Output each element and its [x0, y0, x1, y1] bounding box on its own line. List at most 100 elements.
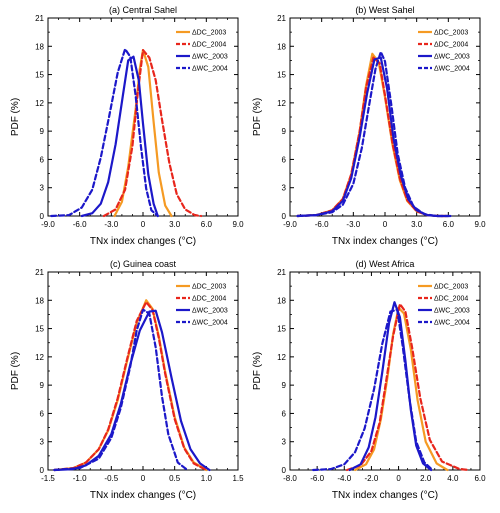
x-tick-label: 6.0 — [201, 220, 213, 229]
panel-title: (a) Central Sahel — [109, 5, 177, 15]
x-tick-label: 2.0 — [420, 474, 432, 483]
y-tick-label: 21 — [277, 268, 286, 277]
x-axis-label: TNx index changes (°C) — [332, 236, 438, 247]
x-tick-label: 1.5 — [232, 474, 244, 483]
x-tick-label: 1.0 — [201, 474, 213, 483]
legend-label: ΔWC_2003 — [434, 308, 470, 315]
x-tick-label: -1.5 — [41, 474, 55, 483]
x-tick-label: 3.0 — [169, 220, 181, 229]
x-tick-label: 9.0 — [474, 220, 486, 229]
x-axis-label: TNx index changes (°C) — [332, 490, 438, 501]
series-line-2 — [102, 48, 203, 218]
y-tick-label: 15 — [277, 325, 286, 334]
x-tick-label: -3.0 — [104, 220, 118, 229]
y-axis-label: PDF (%) — [252, 98, 263, 136]
legend-label: ΔWC_2003 — [192, 308, 228, 315]
series-line-4 — [296, 50, 450, 218]
x-tick-label: 0.5 — [169, 474, 181, 483]
x-tick-label: -9.0 — [283, 220, 297, 229]
x-tick-label: -9.0 — [41, 220, 55, 229]
x-tick-label: 4.0 — [447, 474, 459, 483]
x-axis-label: TNx index changes (°C) — [90, 236, 196, 247]
x-tick-label: 6.0 — [474, 474, 486, 483]
x-axis-label: TNx index changes (°C) — [90, 490, 196, 501]
y-tick-label: 9 — [282, 127, 287, 136]
y-tick-label: 12 — [35, 353, 44, 362]
legend-label: ΔWC_2004 — [192, 320, 228, 327]
panel-title: (d) West Africa — [356, 259, 415, 269]
legend-label: ΔDC_2004 — [192, 296, 226, 303]
x-tick-label: -3.0 — [346, 220, 360, 229]
series-line-3 — [80, 55, 159, 218]
legend-label: ΔDC_2003 — [192, 284, 226, 291]
chart-panel-1: (a) Central Sahel -9.0 -6.0 -3.0 0 3.0 6.0 9.0 0… — [10, 5, 244, 247]
y-tick-label: 6 — [40, 155, 45, 164]
y-tick-label: 18 — [35, 296, 44, 305]
panel-title: (c) Guinea coast — [110, 259, 177, 269]
y-axis-label: PDF (%) — [252, 352, 263, 390]
y-tick-label: 3 — [282, 184, 287, 193]
y-tick-label: 3 — [282, 438, 287, 447]
series-line-3 — [53, 309, 211, 472]
y-tick-label: 9 — [40, 127, 45, 136]
y-tick-label: 15 — [35, 71, 44, 80]
series-line-4 — [53, 308, 189, 472]
x-tick-label: -2.0 — [365, 474, 379, 483]
y-tick-label: 21 — [277, 14, 286, 23]
legend-label: ΔDC_2004 — [434, 296, 468, 303]
y-tick-label: 21 — [35, 268, 44, 277]
x-tick-label: -0.5 — [104, 474, 118, 483]
y-tick-label: 12 — [277, 99, 286, 108]
y-tick-label: 6 — [282, 155, 287, 164]
y-tick-label: 0 — [282, 466, 287, 475]
x-tick-label: 3.0 — [411, 220, 423, 229]
x-tick-label: 0 — [396, 474, 401, 483]
y-tick-label: 15 — [35, 325, 44, 334]
series-line-2 — [53, 301, 208, 472]
legend-label: ΔDC_2004 — [434, 42, 468, 49]
x-tick-label: -6.0 — [73, 220, 87, 229]
y-axis-label: PDF (%) — [10, 98, 21, 136]
y-tick-label: 12 — [35, 99, 44, 108]
legend-label: ΔDC_2003 — [434, 284, 468, 291]
y-tick-label: 21 — [35, 14, 44, 23]
x-tick-label: 9.0 — [232, 220, 244, 229]
x-tick-label: 0 — [383, 220, 388, 229]
y-tick-label: 12 — [277, 353, 286, 362]
chart-panel-3: (c) Guinea coast -1.5 -1.0 -0.5 0 0.5 1.0 1.5 0 3… — [10, 259, 244, 501]
y-tick-label: 6 — [40, 409, 45, 418]
x-tick-label: 0 — [141, 474, 146, 483]
y-tick-label: 9 — [282, 381, 287, 390]
series-line-4 — [312, 308, 434, 472]
panel-title: (b) West Sahel — [355, 5, 414, 15]
legend-label: ΔWC_2003 — [192, 54, 228, 61]
y-tick-label: 0 — [40, 212, 45, 221]
x-tick-label: -6.0 — [310, 474, 324, 483]
legend-label: ΔWC_2004 — [192, 66, 228, 73]
legend-label: ΔDC_2003 — [434, 30, 468, 37]
x-tick-label: -6.0 — [315, 220, 329, 229]
y-tick-label: 0 — [40, 466, 45, 475]
y-tick-label: 6 — [282, 409, 287, 418]
legend-label: ΔWC_2003 — [434, 54, 470, 61]
y-tick-label: 0 — [282, 212, 287, 221]
y-axis-label: PDF (%) — [10, 352, 21, 390]
y-tick-label: 15 — [277, 71, 286, 80]
x-tick-label: -8.0 — [283, 474, 297, 483]
legend-label: ΔWC_2004 — [434, 66, 470, 73]
x-tick-label: -1.0 — [73, 474, 87, 483]
y-tick-label: 18 — [35, 42, 44, 51]
series-line-4 — [50, 47, 159, 218]
y-tick-label: 18 — [277, 296, 286, 305]
x-tick-label: -4.0 — [337, 474, 351, 483]
y-tick-label: 18 — [277, 42, 286, 51]
y-tick-label: 3 — [40, 438, 45, 447]
chart-panel-2: (b) West Sahel -9.0 -6.0 -3.0 0 3.0 6.0 9.0 0 3 6 9… — [252, 5, 486, 247]
legend-label: ΔDC_2003 — [192, 30, 226, 37]
series-line-3 — [348, 301, 433, 472]
legend-label: ΔWC_2004 — [434, 320, 470, 327]
x-tick-label: 6.0 — [443, 220, 455, 229]
legend-label: ΔDC_2004 — [192, 42, 226, 49]
y-tick-label: 3 — [40, 184, 45, 193]
